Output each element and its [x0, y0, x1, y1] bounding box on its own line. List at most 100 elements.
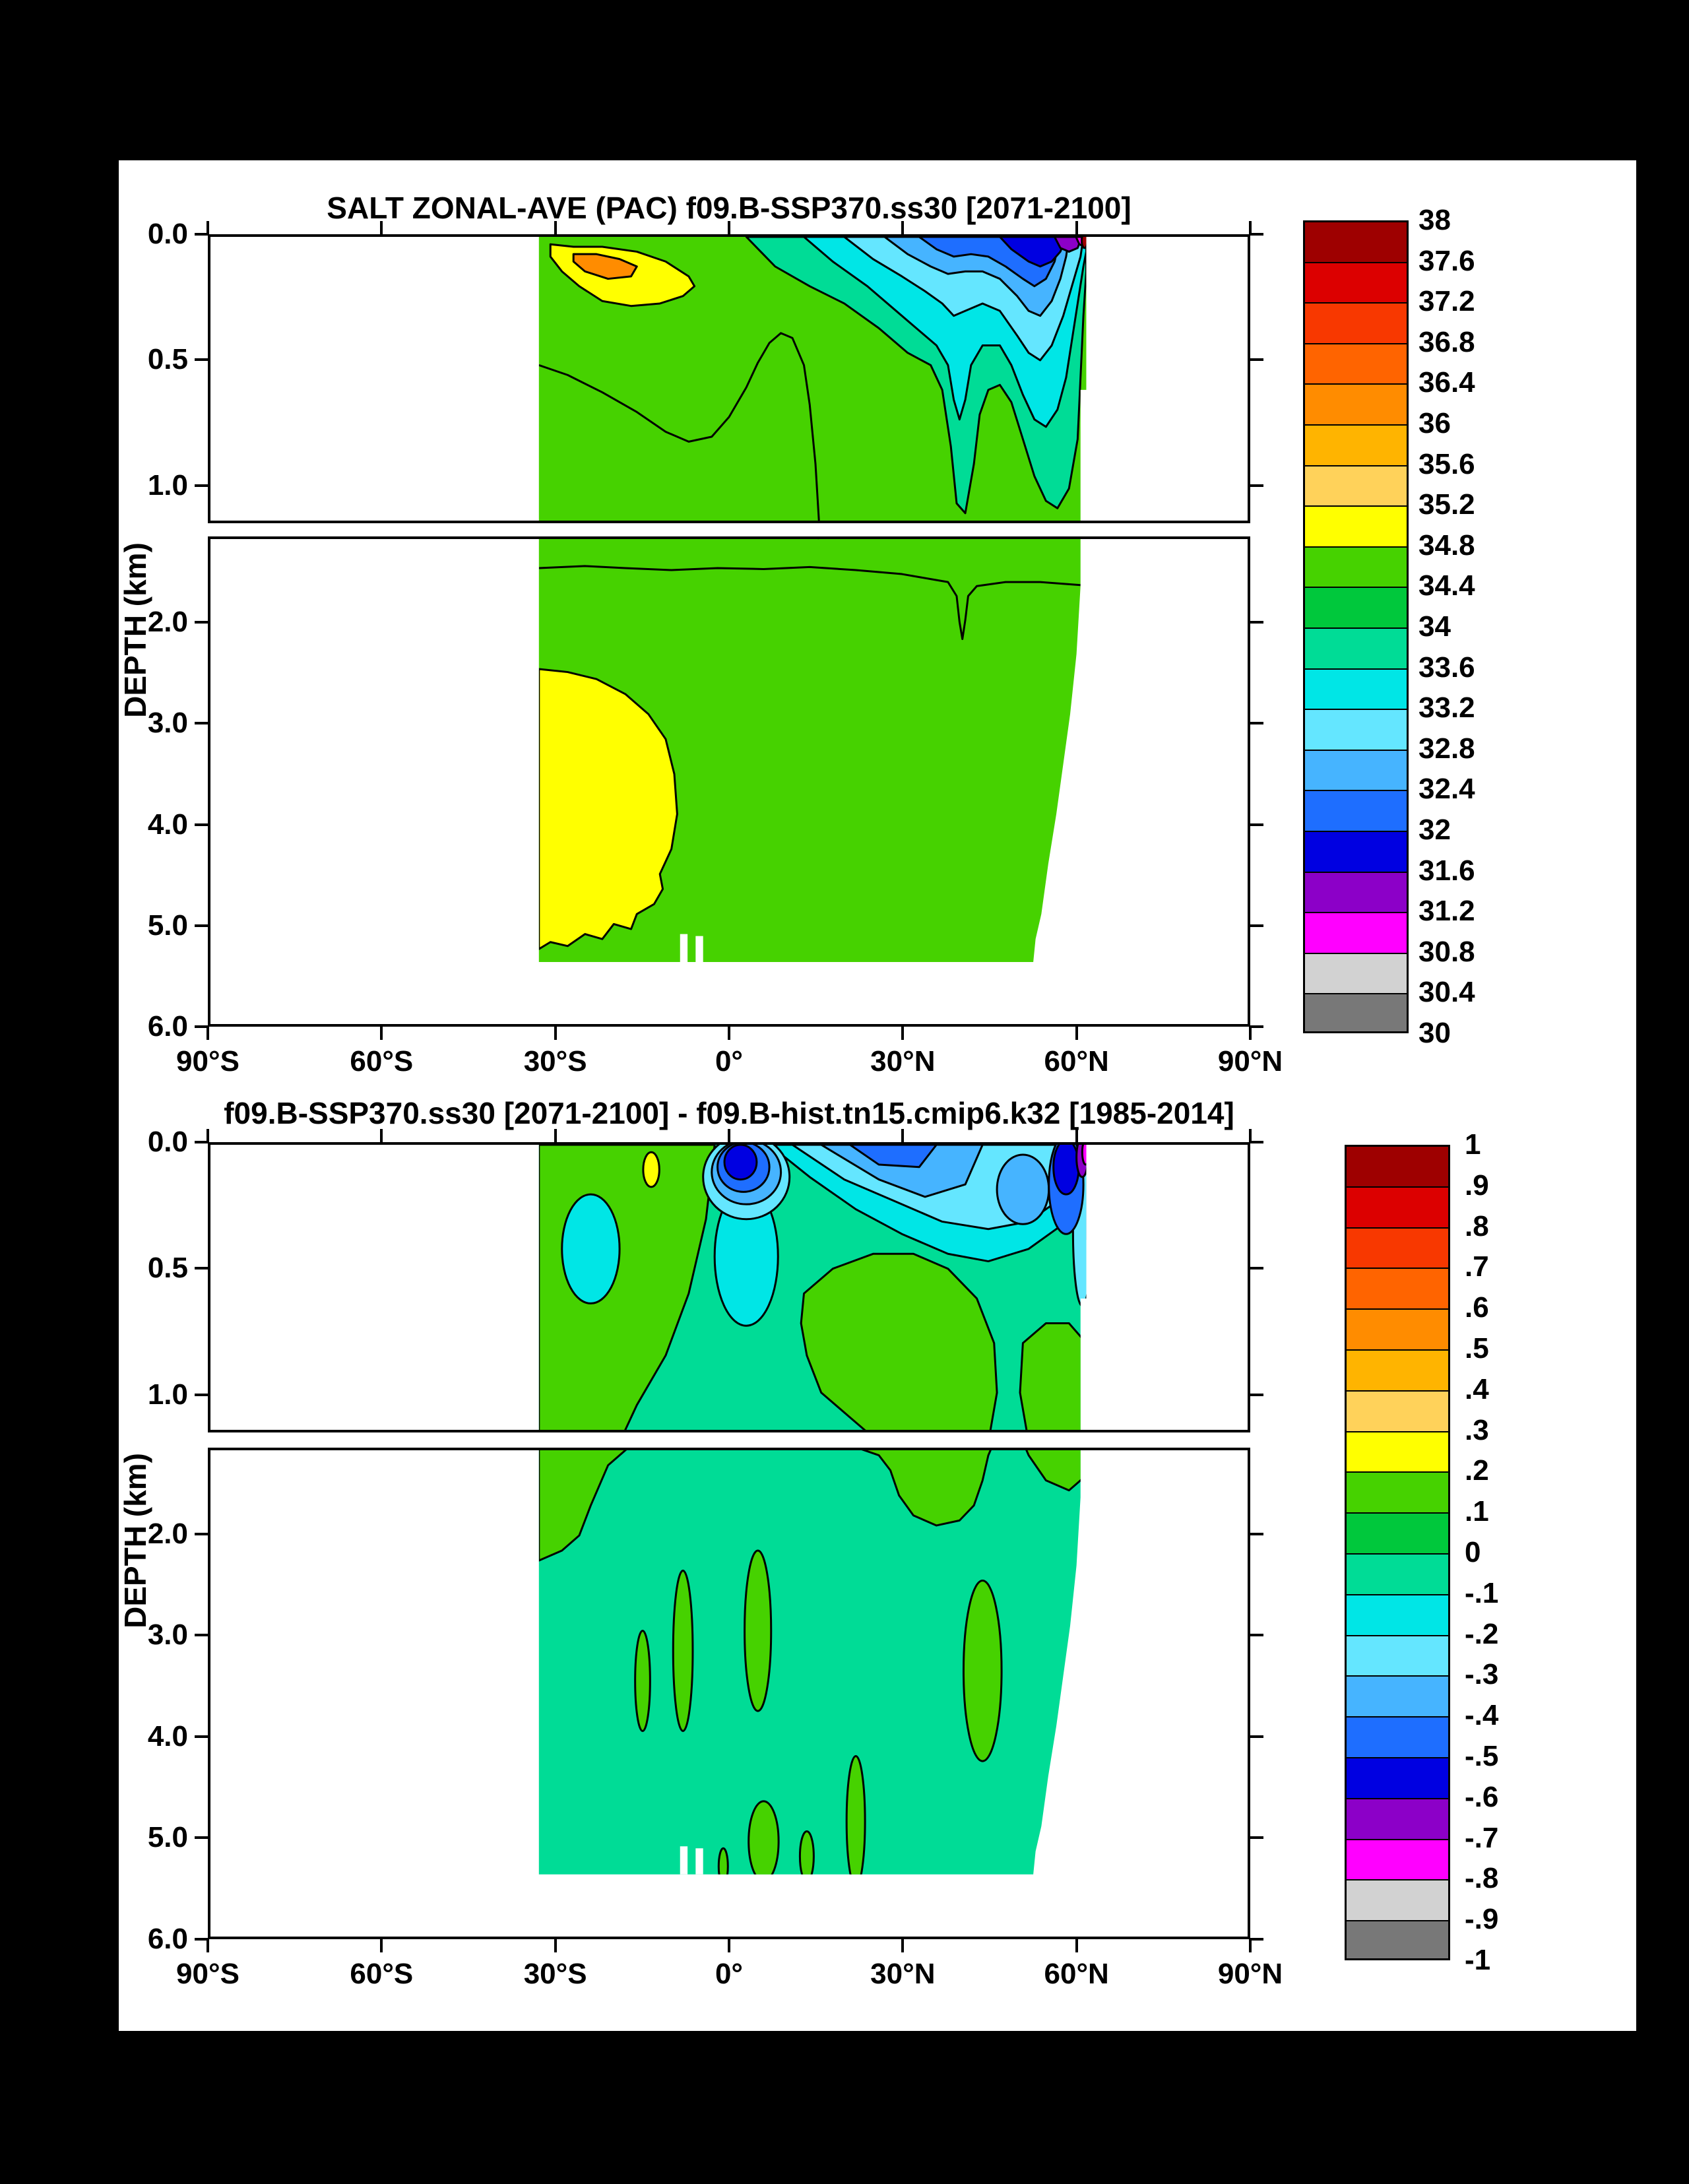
- y-tick-label: 3.0: [147, 1619, 188, 1652]
- ne-magenta-dot: [1082, 1145, 1087, 1165]
- colorbar-label: -.8: [1465, 1862, 1499, 1895]
- y-tick-label: 5.0: [147, 1821, 188, 1854]
- x-tick-mark: [554, 221, 557, 234]
- colorbar-label: 35.6: [1418, 447, 1475, 480]
- y-tick-label: 2.0: [147, 1517, 188, 1550]
- colorbar: [1303, 220, 1409, 1033]
- colorbar-label: 34: [1418, 610, 1451, 643]
- y-tick-label: 0.5: [147, 1252, 188, 1285]
- y-tick-mark: [1250, 621, 1263, 624]
- deep-green-blob: [673, 1570, 693, 1731]
- deep-green-blob: [800, 1831, 813, 1875]
- x-tick-mark: [901, 1027, 905, 1040]
- colorbar-cell: [1347, 1473, 1448, 1514]
- north-blue-sliver: [850, 1145, 936, 1167]
- south-positive-green: [538, 1450, 715, 1560]
- colorbar-cell: [1305, 953, 1407, 995]
- chart0-lower-field: [538, 539, 1248, 963]
- x-tick-mark: [380, 1939, 383, 1952]
- x-tick-mark: [380, 1027, 383, 1040]
- x-tick-label: 90°N: [1217, 1958, 1283, 1990]
- chart1-lower-panel: [208, 1448, 1250, 1939]
- contour-line-lower: [539, 566, 1081, 639]
- colorbar-label: 32: [1418, 814, 1451, 846]
- y-tick-mark: [195, 1634, 208, 1637]
- colorbar-cell: [1347, 1350, 1448, 1392]
- colorbar-label: 37.6: [1418, 244, 1475, 277]
- y-tick-mark: [195, 1393, 208, 1396]
- x-tick-mark: [380, 1129, 383, 1142]
- chart1-upper-panel: [208, 1142, 1250, 1432]
- colorbar-label: .8: [1465, 1209, 1489, 1242]
- chart1-lower-field: [538, 1450, 1087, 1875]
- x-tick-mark: [728, 1129, 730, 1142]
- equator-darkblue-core: [724, 1145, 757, 1180]
- y-tick-mark: [195, 1025, 208, 1028]
- colorbar-cell: [1305, 994, 1407, 1031]
- colorbar-label: -.9: [1465, 1903, 1499, 1936]
- colorbar-label: .5: [1465, 1332, 1489, 1365]
- deep-green-blob: [749, 1801, 779, 1875]
- y-tick-mark: [1250, 1393, 1263, 1396]
- deep-green-blob: [846, 1756, 865, 1875]
- colorbar-cell: [1347, 1269, 1448, 1310]
- y-tick-mark: [1250, 1141, 1263, 1143]
- y-tick-mark: [195, 1532, 208, 1535]
- contour-layer: [539, 237, 1087, 521]
- x-tick-mark: [1249, 221, 1252, 234]
- colorbar-label: 30.4: [1418, 976, 1475, 1009]
- colorbar-cell: [1347, 1718, 1448, 1758]
- x-tick-mark: [207, 221, 209, 234]
- colorbar-cell: [1347, 1840, 1448, 1881]
- y-tick-label: 1.0: [147, 1378, 188, 1411]
- colorbar-label: 36: [1418, 407, 1451, 439]
- x-tick-label: 90°S: [176, 1045, 239, 1077]
- south-yellow-spot: [643, 1152, 659, 1187]
- colorbar-cell: [1347, 1147, 1448, 1188]
- ne-positive-green: [1020, 1323, 1087, 1430]
- chart0-lower-panel: [208, 536, 1250, 1027]
- colorbar-label: .3: [1465, 1413, 1489, 1446]
- y-tick-mark: [195, 484, 208, 487]
- x-tick-label: 30°S: [523, 1958, 587, 1990]
- y-tick-label: 5.0: [147, 909, 188, 942]
- colorbar-cell: [1347, 1228, 1448, 1269]
- colorbar-cell: [1347, 1636, 1448, 1677]
- colorbar-cell: [1305, 791, 1407, 832]
- colorbar-cell: [1305, 344, 1407, 385]
- y-tick-mark: [1250, 358, 1263, 362]
- y-tick-label: 1.0: [147, 468, 188, 501]
- colorbar-cell: [1305, 304, 1407, 344]
- colorbar-label: .9: [1465, 1169, 1489, 1202]
- x-tick-mark: [1075, 1939, 1078, 1952]
- y-tick-mark: [1250, 924, 1263, 927]
- chart0-title: SALT ZONAL-AVE (PAC) f09.B-SSP370.ss30 […: [327, 191, 1131, 225]
- y-tick-mark: [195, 1267, 208, 1270]
- y-tick-label: 3.0: [147, 707, 188, 740]
- deep-green-blob: [745, 1551, 771, 1711]
- colorbar-cell: [1305, 507, 1407, 548]
- x-tick-mark: [1075, 221, 1078, 234]
- y-tick-mark: [195, 722, 208, 725]
- data-region-fill: [538, 1450, 1081, 1875]
- colorbar-label: -.2: [1465, 1617, 1499, 1650]
- missing-data-notch: [680, 934, 688, 963]
- y-tick-mark: [195, 1735, 208, 1738]
- y-tick-mark: [1250, 722, 1263, 725]
- colorbar-cell: [1347, 1391, 1448, 1432]
- colorbar-label: 0: [1465, 1536, 1481, 1568]
- deep-yellow-pool-34p8-35p2: [538, 669, 678, 949]
- x-tick-label: 30°N: [870, 1958, 936, 1990]
- y-tick-mark: [195, 924, 208, 927]
- midlat-positive-green: [801, 1254, 997, 1430]
- colorbar-label: 38: [1418, 204, 1451, 236]
- y-tick-mark: [1250, 1735, 1263, 1738]
- colorbar-cell: [1347, 1921, 1448, 1958]
- colorbar-label: -1: [1465, 1944, 1491, 1976]
- x-tick-mark: [901, 1129, 905, 1142]
- y-tick-mark: [1250, 1836, 1263, 1840]
- colorbar-label: 31.2: [1418, 895, 1475, 928]
- y-tick-label: 0.0: [147, 1126, 188, 1158]
- x-tick-mark: [207, 1939, 209, 1952]
